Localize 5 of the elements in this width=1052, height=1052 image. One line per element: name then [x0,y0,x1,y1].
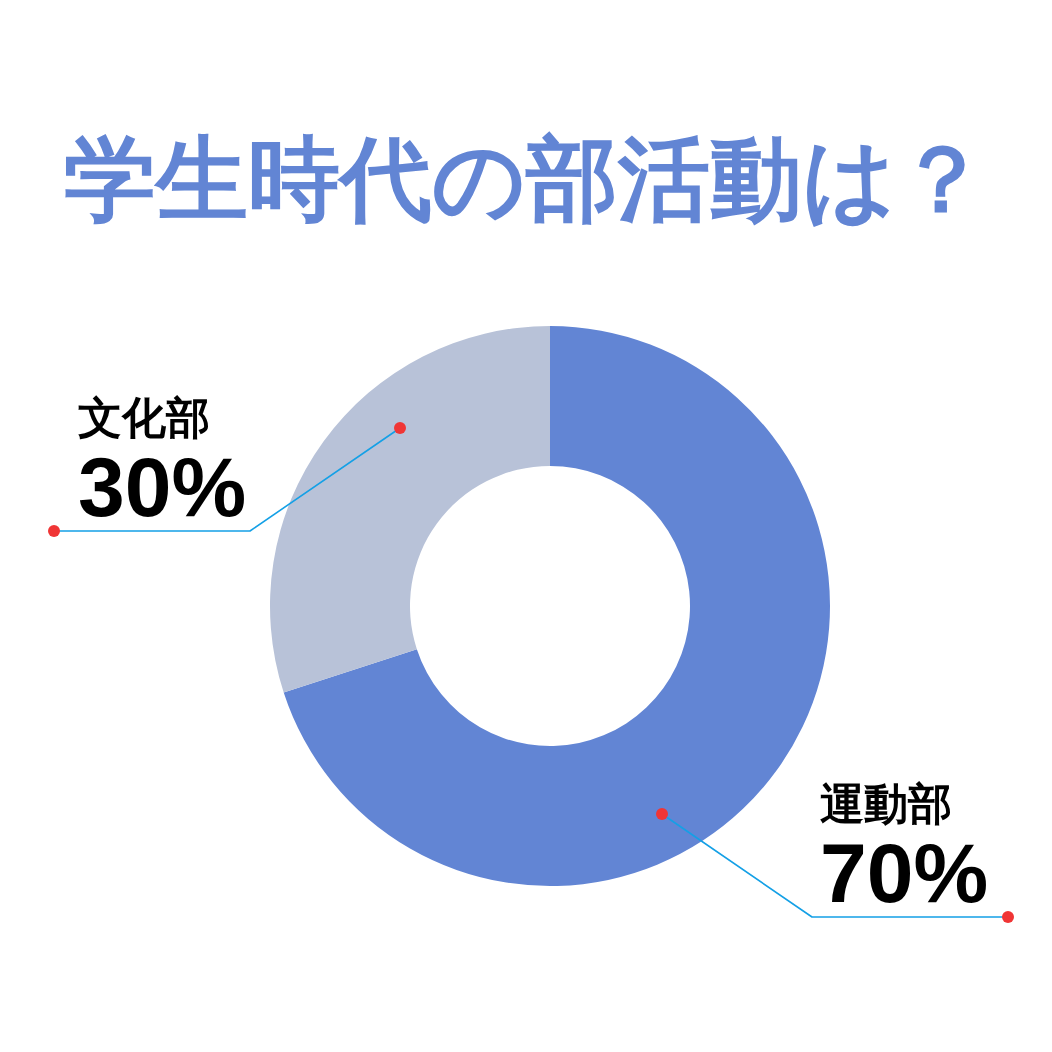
slice-label: 運動部 [820,778,952,828]
slice-label: 文化部 [78,392,210,442]
data-label: 70% [820,826,989,920]
chart-title: 学生時代の部活動は？ [64,128,988,230]
data-label: 30% [78,440,247,534]
